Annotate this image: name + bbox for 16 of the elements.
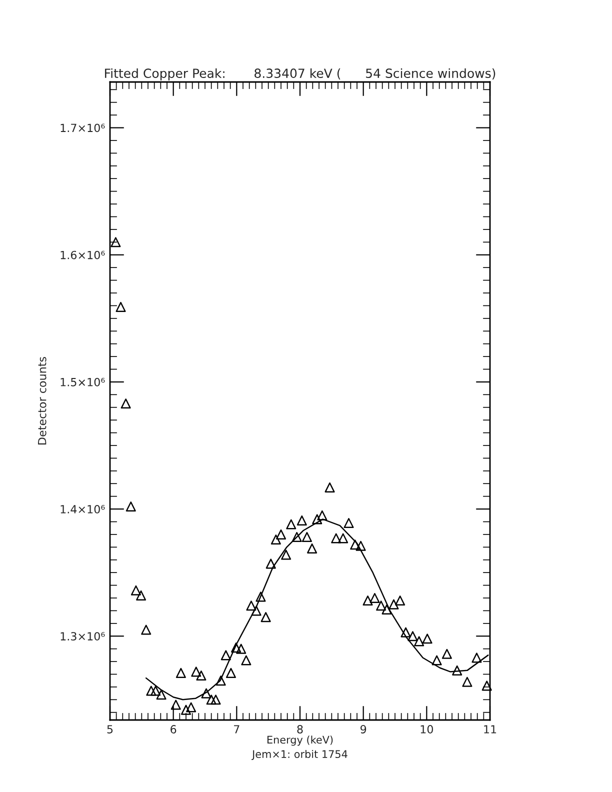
x-tick-label: 11 [484, 725, 496, 734]
y-tick-label: 1.4×10⁶ [60, 505, 105, 514]
x-tick-label: 8 [297, 725, 303, 734]
y-tick-label: 1.6×10⁶ [60, 250, 105, 260]
x-axis-title: Energy (keV) [267, 736, 333, 746]
y-tick-label: 1.5×10⁶ [60, 378, 105, 386]
chart-title: Fitted Copper Peak: 8.33407 keV ( 54 Science windows) [105, 68, 496, 80]
x-tick-label: 9 [360, 725, 366, 734]
y-tick-label: 1.7×10⁶ [60, 124, 105, 132]
x-tick-label: 10 [420, 725, 433, 734]
x-tick-label: 7 [234, 725, 240, 734]
x-tick-label: 5 [107, 725, 113, 734]
y-tick-label: 1.3×10⁶ [60, 632, 105, 640]
y-axis-title: Detector counts [38, 357, 46, 444]
x-tick-label: 6 [170, 725, 176, 734]
text: Jem×1: orbit 1754 [252, 750, 348, 760]
